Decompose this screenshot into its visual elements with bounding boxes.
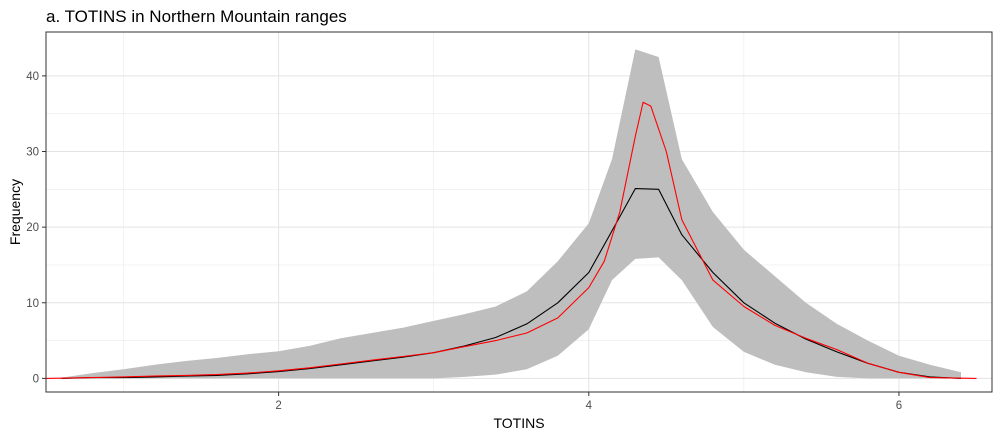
x-axis-title: TOTINS (493, 415, 544, 431)
series-layer (45, 49, 977, 379)
chart-title: a. TOTINS in Northern Mountain ranges (46, 7, 347, 26)
observed-series-line (61, 188, 962, 379)
y-tick-label: 20 (26, 222, 39, 234)
x-axis-ticks: 2 4 6 (275, 392, 902, 412)
fitted-series-line (45, 101, 977, 379)
y-tick-label: 40 (26, 71, 39, 83)
y-tick-label: 10 (26, 298, 39, 310)
y-tick-label: 30 (26, 146, 39, 158)
y-axis-ticks: 0 10 20 30 40 (26, 71, 46, 385)
y-tick-label: 0 (33, 373, 39, 385)
x-tick-label: 2 (275, 400, 281, 412)
x-tick-label: 6 (896, 400, 902, 412)
x-tick-label: 4 (586, 400, 593, 412)
confidence-band (61, 49, 961, 379)
plot-border (45, 31, 993, 393)
y-axis-title: Frequency (7, 179, 23, 245)
